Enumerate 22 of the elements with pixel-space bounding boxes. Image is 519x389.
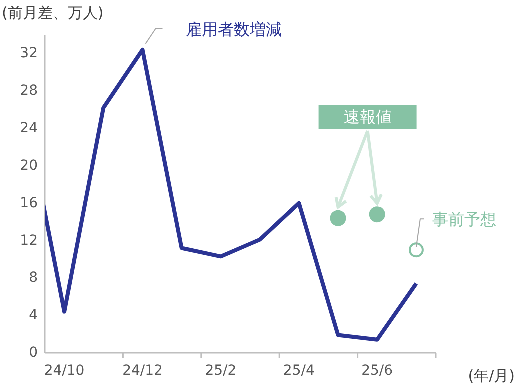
point: [408, 242, 424, 258]
x-tick-label: 25/6: [362, 363, 394, 379]
text: 速報値: [344, 108, 392, 127]
x-axis-title: (年/月): [468, 367, 515, 385]
x-tick-label: 24/10: [44, 363, 85, 379]
y-tick-label: 8: [29, 270, 38, 286]
point: [369, 206, 386, 223]
y-tick-label: 28: [20, 83, 38, 100]
text: 雇用者数増減: [186, 20, 282, 39]
x-tick-label: 24/12: [122, 363, 163, 379]
y-tick-label: 4: [29, 308, 38, 324]
y-tick-label: 16: [20, 195, 38, 212]
x-tick-label: 25/2: [205, 363, 237, 379]
y-tick-label: 0: [29, 345, 38, 361]
y-tick-label: 24: [20, 120, 38, 137]
y-axis-title: (前月差、万人): [2, 4, 104, 22]
series-label: 事前予想: [432, 210, 496, 230]
y-tick-label: 20: [20, 158, 38, 174]
x-tick-label: 25/4: [283, 363, 315, 379]
y-tick-label: 12: [20, 232, 38, 249]
y-tick-label: 32: [20, 46, 38, 62]
point: [330, 210, 346, 226]
